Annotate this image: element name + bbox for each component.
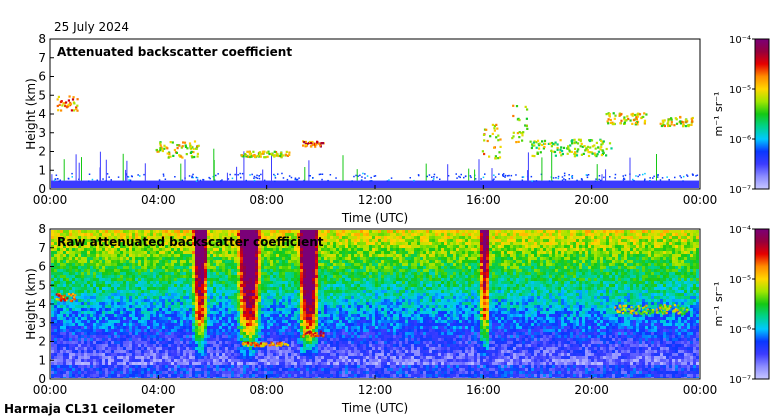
date-label: 25 July 2024 (54, 20, 130, 34)
x-tick-label: 08:00 (249, 193, 284, 207)
x-tick-label: 00:00 (33, 193, 68, 207)
cloud-layer (511, 104, 529, 144)
colorbar-tick-label: 10⁻⁶ (729, 135, 751, 146)
x-tick-label: 20:00 (574, 383, 609, 397)
y-tick-label: 4 (38, 107, 46, 121)
plot-area (50, 39, 700, 189)
y-tick-label: 8 (38, 222, 46, 236)
x-tick-label: 04:00 (141, 383, 176, 397)
plot-background (50, 39, 700, 189)
surface-layer (51, 148, 699, 188)
colorbar (754, 38, 770, 190)
colorbar-tick-label: 10⁻⁵ (729, 275, 751, 286)
y-tick-label: 2 (38, 145, 46, 159)
cloud-layer (55, 292, 77, 303)
colorbar-tick-label: 10⁻⁶ (729, 325, 751, 336)
x-tick-label: 04:00 (141, 193, 176, 207)
x-tick-label: 16:00 (466, 193, 501, 207)
cloud-layer (659, 115, 694, 128)
attenuated-backscatter-panel: Attenuated backscatter coefficient Time … (24, 32, 770, 225)
cloud-layer (240, 150, 291, 159)
x-tick-label: 08:00 (249, 383, 284, 397)
colorbar-tick-label: 10⁻⁴ (729, 35, 751, 46)
x-tick-label: 16:00 (466, 383, 501, 397)
cloud-layer (241, 341, 290, 348)
x-tick-label: 12:00 (358, 383, 393, 397)
y-tick-label: 3 (38, 126, 46, 140)
y-axis-label: Height (km) (24, 78, 38, 149)
colorbar-tick-label: 10⁻⁴ (729, 225, 751, 236)
colorbar-unit-label: m⁻¹ sr⁻¹ (712, 282, 725, 327)
cloud-layer (529, 138, 613, 158)
y-tick-label: 5 (38, 88, 46, 102)
y-tick-label: 4 (38, 297, 46, 311)
cloud-layer (605, 112, 648, 126)
instrument-label: Harmaja CL31 ceilometer (4, 402, 175, 416)
y-tick-label: 7 (38, 241, 46, 255)
x-tick-label: 00:00 (33, 383, 68, 397)
y-tick-label: 6 (38, 260, 46, 274)
y-tick-label: 0 (38, 182, 46, 196)
chart-title: Attenuated backscatter coefficient (57, 45, 292, 59)
cloud-layer (302, 140, 325, 148)
colorbar-tick-label: 10⁻⁷ (729, 375, 751, 386)
cloud-layer (155, 140, 200, 159)
x-tick-label: 20:00 (574, 193, 609, 207)
cloud-layer (481, 123, 502, 160)
y-tick-label: 0 (38, 372, 46, 386)
x-axis-label: Time (UTC) (341, 211, 408, 225)
y-tick-label: 2 (38, 335, 46, 349)
x-axis-label: Time (UTC) (341, 401, 408, 415)
y-tick-label: 5 (38, 278, 46, 292)
cloud-layer (56, 95, 79, 112)
x-tick-label: 12:00 (358, 193, 393, 207)
raw-noise-field (51, 230, 699, 378)
cloud-layer (614, 304, 689, 316)
colorbar-tick-label: 10⁻⁵ (729, 85, 751, 96)
colorbar-tick-label: 10⁻⁷ (729, 185, 751, 196)
cloud-layer (302, 330, 325, 338)
plot-area (51, 230, 699, 378)
chart-title: Raw attenuated backscatter coefficient (57, 235, 324, 249)
raw-backscatter-panel: Raw attenuated backscatter coefficient T… (24, 222, 770, 415)
colorbar-unit-label: m⁻¹ sr⁻¹ (712, 92, 725, 137)
y-tick-label: 1 (38, 163, 46, 177)
x-tick-label: 00:00 (683, 383, 718, 397)
y-axis-label: Height (km) (24, 268, 38, 339)
y-tick-label: 6 (38, 70, 46, 84)
x-tick-label: 00:00 (683, 193, 718, 207)
y-tick-label: 3 (38, 316, 46, 330)
y-tick-label: 8 (38, 32, 46, 46)
colorbar (754, 228, 770, 380)
y-tick-label: 1 (38, 353, 46, 367)
y-tick-label: 7 (38, 51, 46, 65)
